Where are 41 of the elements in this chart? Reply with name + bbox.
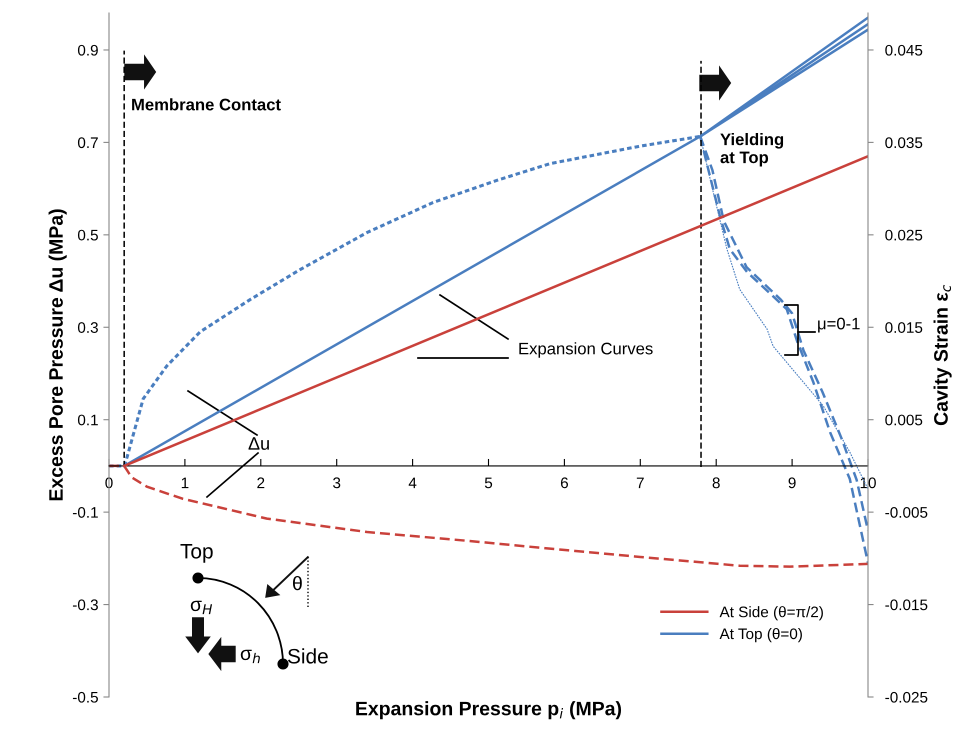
x-tick-label: 1: [182, 478, 188, 488]
x-tick-label: 7: [636, 478, 644, 488]
annotation: θ: [293, 576, 302, 590]
y-tick-label: -0.1: [72, 507, 98, 518]
y-tick-label: 0.5: [78, 230, 98, 241]
y2-tick-label: 0.045: [885, 44, 922, 56]
annotation: Top: [180, 544, 213, 563]
annotation: Expansion Curves: [519, 342, 653, 358]
y2-tick-label: 0.005: [885, 414, 922, 426]
y-tick-label: -0.3: [72, 599, 98, 610]
legend-label: At Top (θ=0): [720, 628, 802, 642]
y2-tick-label: 0.015: [885, 322, 922, 333]
y-tick-label: 0.3: [78, 322, 98, 333]
x-tick-label: 9: [788, 477, 796, 488]
y-axis-title: Excess Pore Pressure Δu (MPa): [48, 209, 67, 500]
annotation: σ$_{h}$: [240, 650, 260, 664]
y-tick-label: 0.9: [78, 44, 98, 56]
legend-label: At Side (θ=π/2): [720, 606, 823, 620]
ref-line-label: Yielding at Top: [720, 133, 784, 167]
x-tick-label: 2: [257, 477, 264, 488]
y2-tick-label: 0.035: [885, 137, 922, 148]
y-tick-label: 0.7: [78, 137, 98, 148]
y2-axis-title: Cavity Strain ε$_{c}$: [934, 284, 952, 426]
x-tick-label: 5: [484, 478, 492, 488]
annotation: μ=0-1: [818, 318, 860, 333]
x-tick-label: 4: [408, 478, 416, 488]
x-tick-label: 10: [860, 477, 876, 488]
x-axis-title: Expansion Pressure p$_{i}$ (MPa): [356, 701, 622, 720]
ref-line-label: Membrane Contact: [132, 98, 281, 110]
y-tick-label: -0.5: [72, 692, 98, 703]
y2-tick-label: -0.005: [885, 507, 928, 518]
annotation: Δu: [248, 437, 269, 450]
y2-tick-label: -0.025: [885, 692, 928, 703]
x-tick-label: 6: [560, 477, 568, 488]
y2-tick-label: -0.015: [885, 599, 928, 610]
y-tick-label: 0.1: [78, 414, 98, 426]
x-tick-label: 8: [712, 477, 720, 488]
annotation: Side: [288, 648, 328, 664]
y2-tick-label: 0.025: [885, 230, 922, 241]
annotation: σ$_{H}$: [190, 600, 212, 614]
x-tick-label: 3: [333, 477, 340, 488]
